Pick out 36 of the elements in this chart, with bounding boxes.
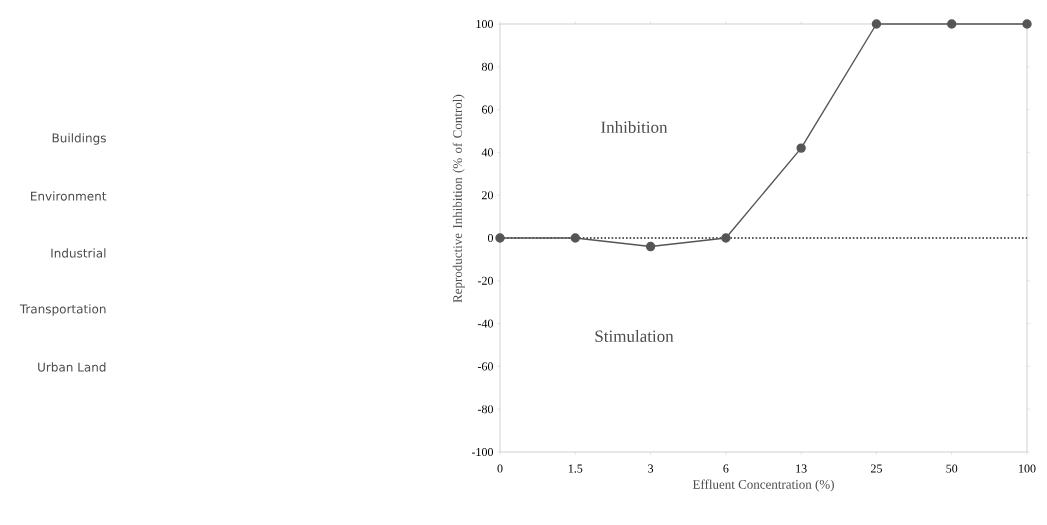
y-tick-label: 60 [481,105,494,114]
y-tick-label: -20 [477,276,494,285]
x-tick-label: 13 [796,464,807,473]
annotation: Stimulation [595,330,674,342]
y-tick-label: 0 [487,233,494,243]
x-tick-label: 25 [870,464,882,473]
point [495,233,505,243]
x-tick-label: 3 [648,464,654,473]
y-tick-label: -80 [477,405,494,414]
point [721,233,731,243]
x-tick-label: 50 [946,464,958,473]
point [570,233,580,243]
point [947,19,957,29]
point [645,241,656,252]
x-axis-title: Effluent Concentration (%) [692,479,834,492]
text: Environment [31,191,107,201]
y-tick-label: -60 [477,362,494,371]
point [796,143,806,153]
y-axis-title: Reproductive Inhibition (% of Control) [452,94,465,303]
x-tick-label: 6 [723,464,729,473]
y-tick-label: 100 [476,19,494,29]
point [871,19,882,29]
text: Industrial [51,248,106,258]
point [1022,19,1032,29]
x-tick-label: 100 [1019,464,1036,473]
y-tick-label: -100 [471,447,494,457]
text: Transportation [19,304,106,316]
annotation: Inhibition [601,121,668,133]
x-tick-label: 1.5 [568,464,583,473]
y-tick-label: 20 [482,191,494,200]
text: Buildings [52,133,106,145]
x-tick-label: 0 [497,464,503,473]
y-tick-label: 40 [481,148,494,157]
y-tick-label: 80 [481,62,494,71]
text: Urban Land [38,362,106,372]
y-tick-label: -40 [477,319,494,328]
